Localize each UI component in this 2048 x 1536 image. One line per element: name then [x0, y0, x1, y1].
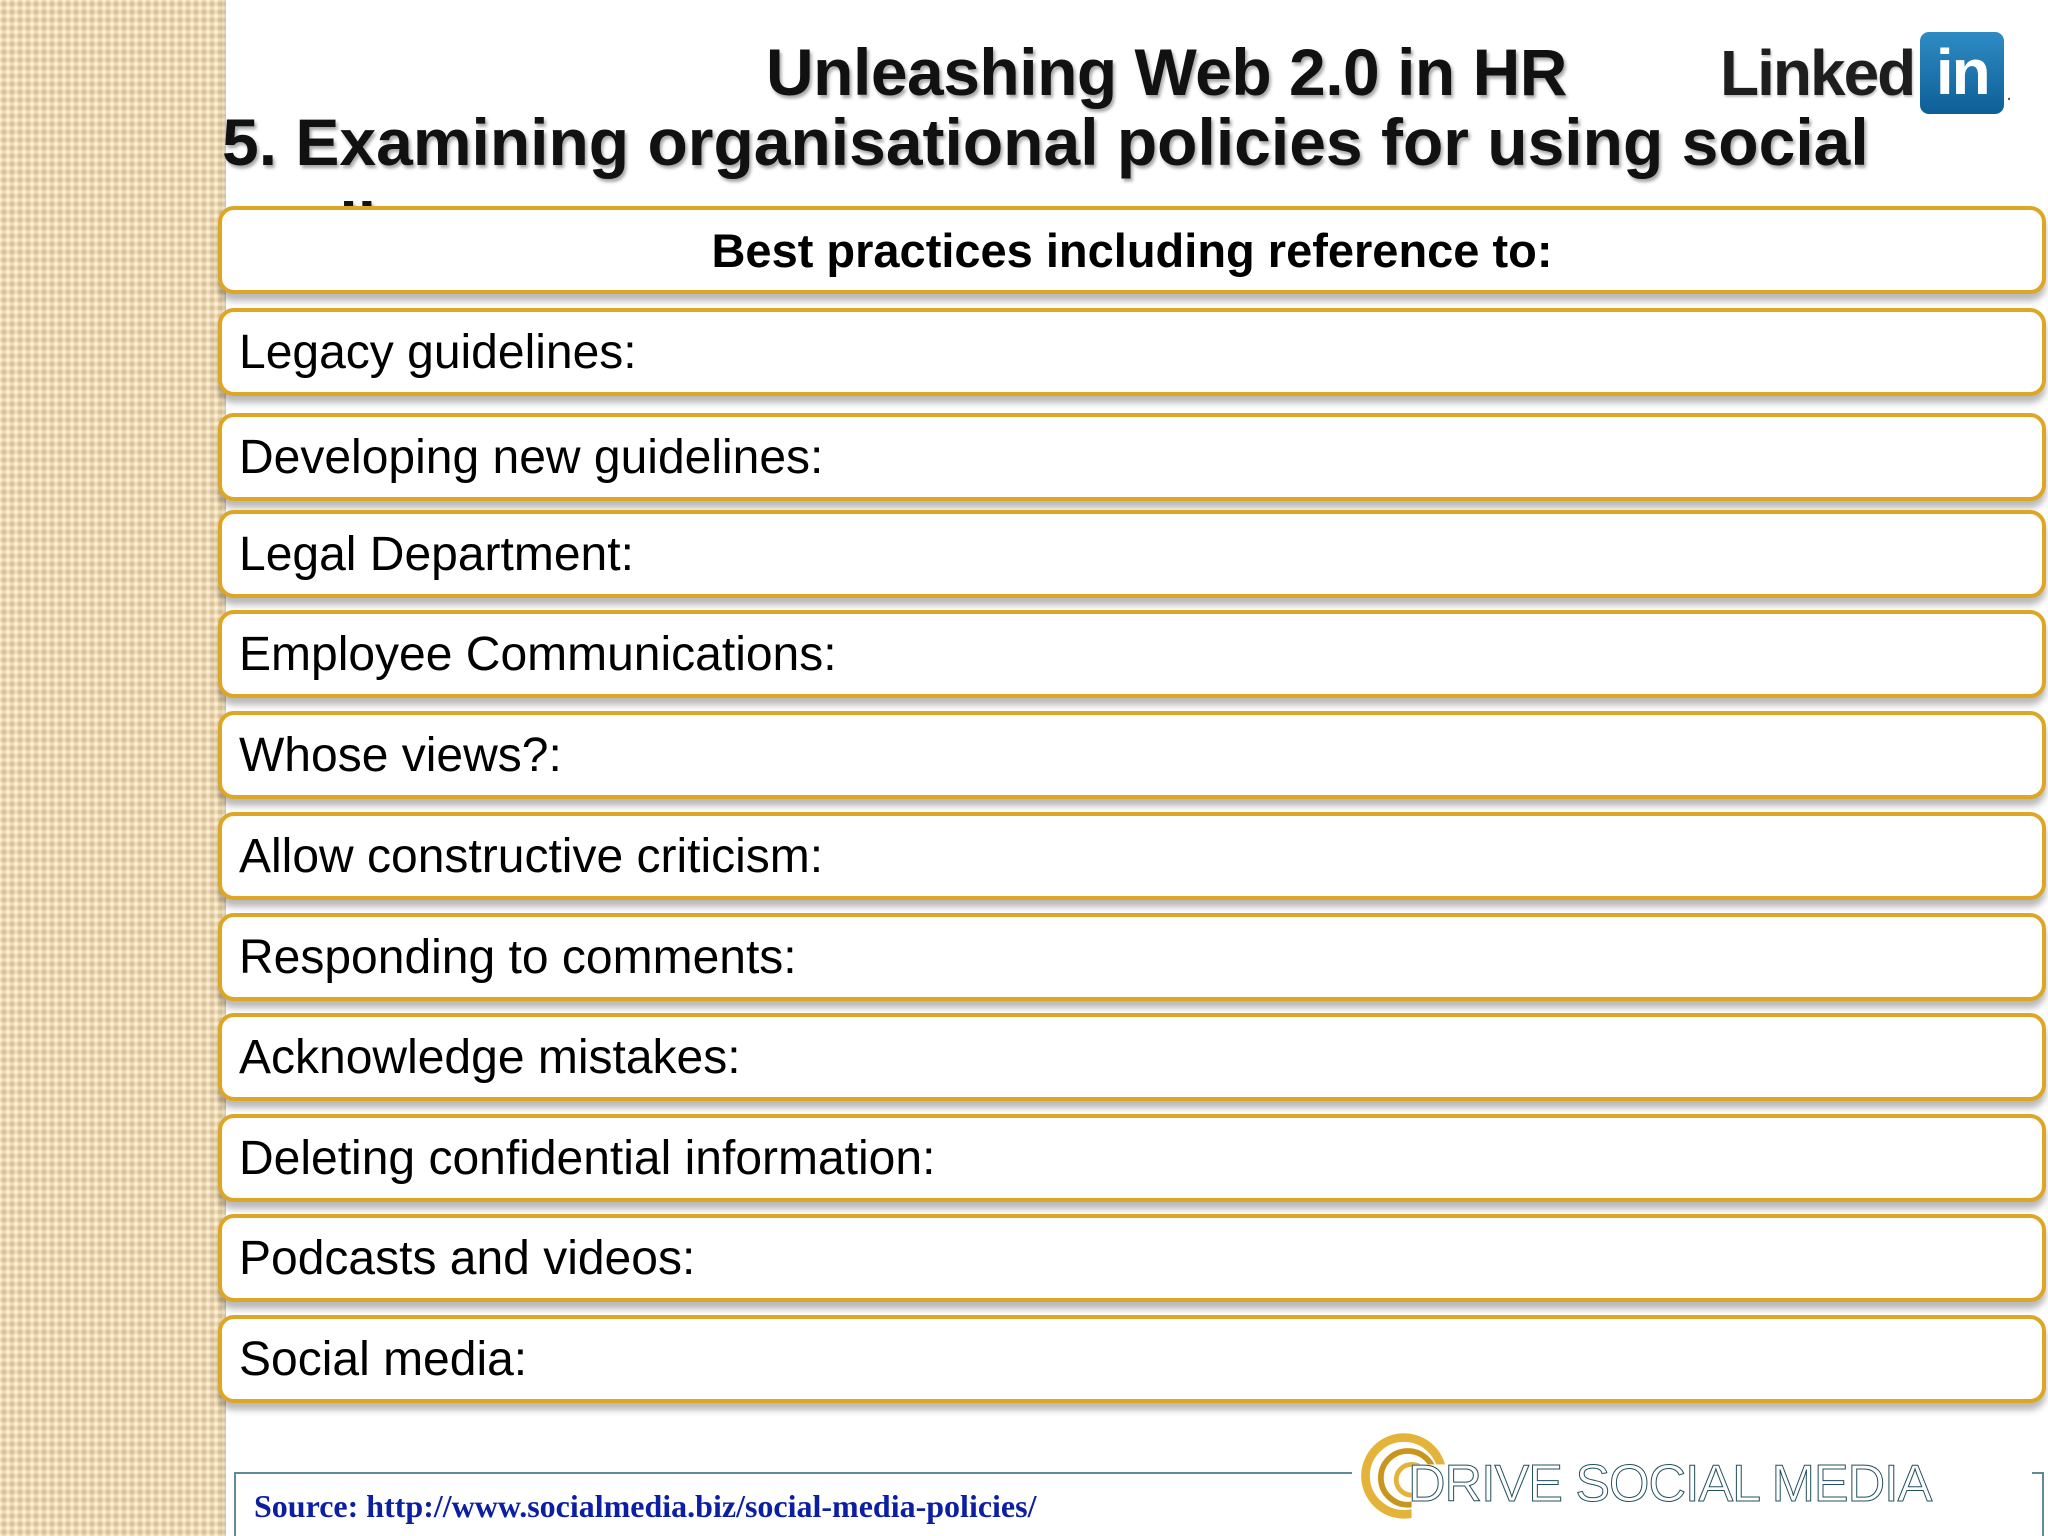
- drive-social-media-swirl-icon: [1361, 1433, 1450, 1522]
- table-row: Podcasts and videos:: [218, 1214, 2046, 1302]
- table-row: Whose views?:: [218, 711, 2046, 799]
- table-row: Responding to comments:: [218, 913, 2046, 1001]
- table-row: Allow constructive criticism:: [218, 812, 2046, 900]
- linkedin-logo-icon: in: [1920, 32, 2005, 114]
- table-row: Social media:: [218, 1315, 2046, 1403]
- table-row: Developing new guidelines:: [218, 413, 2046, 501]
- presentation-title: Unleashing Web 2.0 in HR: [766, 35, 1567, 109]
- table-row: Acknowledge mistakes:: [218, 1013, 2046, 1101]
- table-row: Deleting confidential information:: [218, 1114, 2046, 1202]
- drive-social-media-text: DRIVE SOCIAL MEDIA: [1407, 1455, 1932, 1514]
- source-citation: Source: http://www.socialmedia.biz/socia…: [254, 1488, 1037, 1524]
- linkedin-logo-word: Linked: [1720, 37, 1916, 109]
- table-row: Employee Communications:: [218, 610, 2046, 698]
- table-row: Legal Department:: [218, 510, 2046, 598]
- table-row: Legacy guidelines:: [218, 308, 2046, 396]
- linkedin-logo: Linked in .: [1720, 28, 2012, 118]
- side-decorative-pattern: [0, 0, 226, 1536]
- slide-heading: 5. Examining organisational policies for…: [222, 105, 1869, 206]
- drive-social-media-logo: DRIVE SOCIAL MEDIA: [1352, 1424, 2032, 1524]
- table-header: Best practices including reference to:: [218, 206, 2046, 294]
- linkedin-logo-dot: .: [2006, 83, 2012, 105]
